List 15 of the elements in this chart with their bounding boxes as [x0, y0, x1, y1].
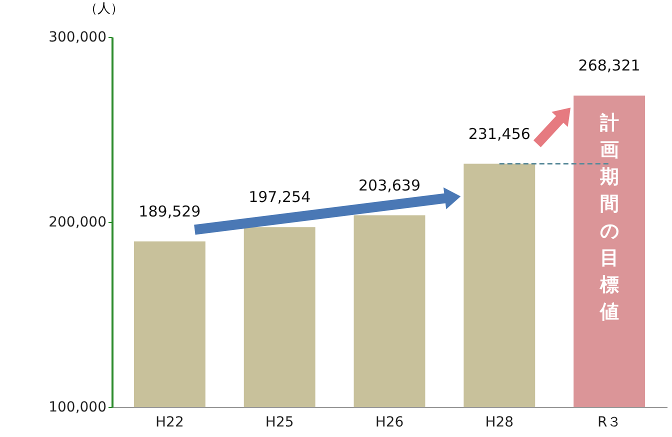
data-label: 197,254 — [248, 188, 311, 206]
annotation: 計画期間の目標値 — [598, 110, 620, 325]
y-tick-label: 200,000 — [48, 214, 106, 230]
x-tick-label: H25 — [265, 414, 294, 430]
y-axis-title: （人） — [84, 2, 124, 16]
data-label: 189,529 — [138, 202, 201, 220]
y-tick-label: 300,000 — [48, 30, 106, 46]
x-tick-label: H22 — [156, 414, 184, 430]
x-tick-label: R３ — [597, 414, 622, 430]
data-label: 231,456 — [468, 124, 530, 143]
x-tick-label: H26 — [375, 414, 404, 430]
data-label: 203,639 — [358, 176, 421, 194]
data-label: 268,321 — [578, 56, 640, 75]
x-tick-label: H28 — [485, 414, 514, 430]
y-tick-label: 100,000 — [48, 400, 106, 416]
